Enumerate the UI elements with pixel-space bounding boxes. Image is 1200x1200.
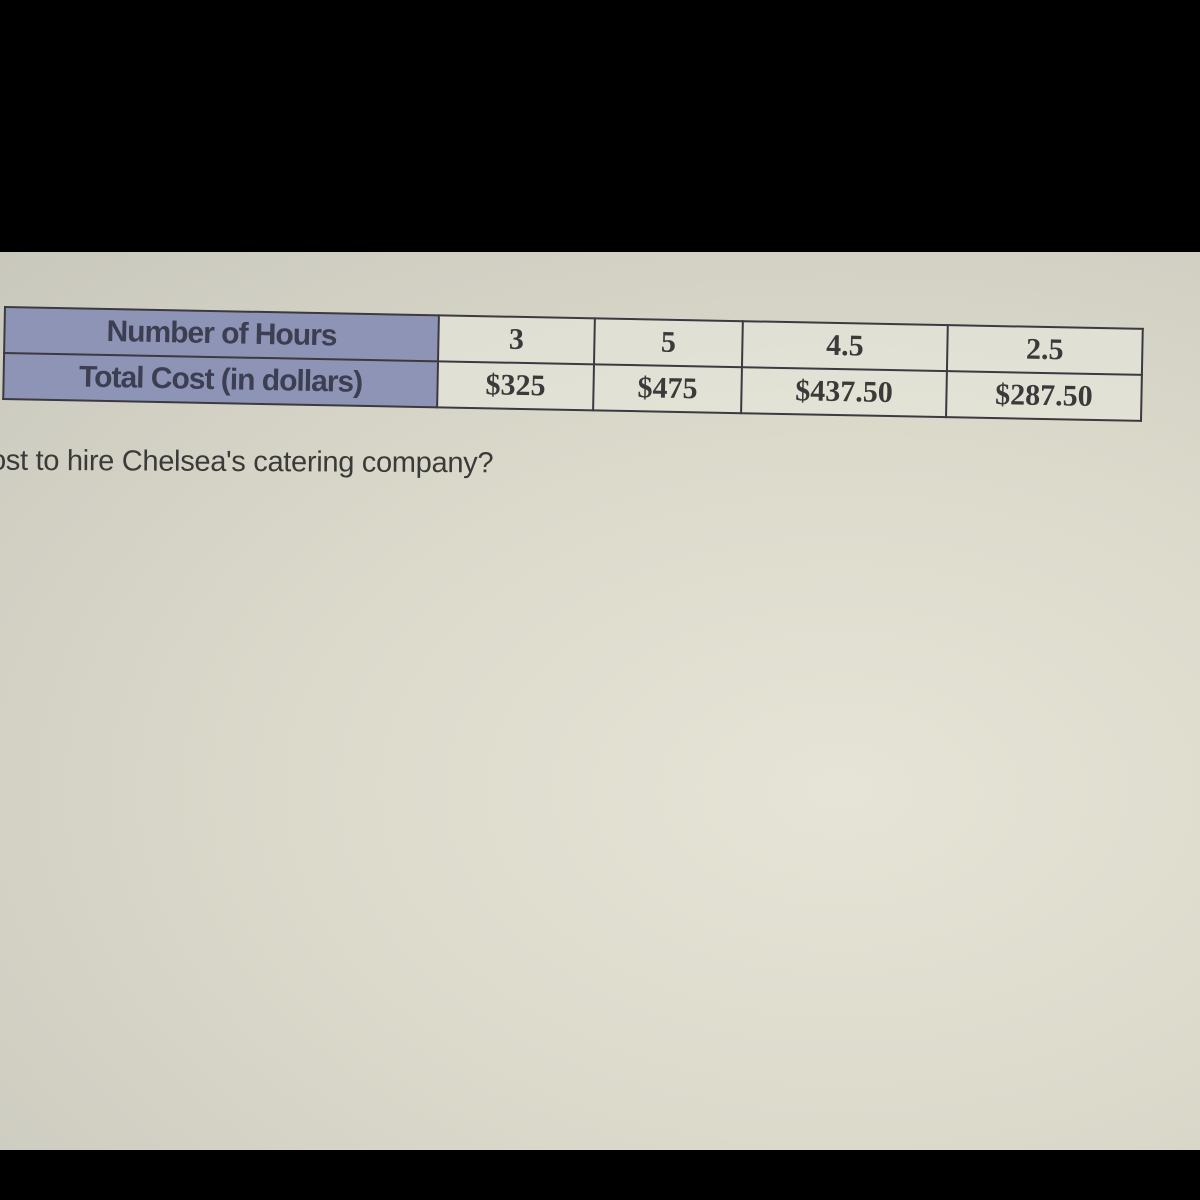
table-cell: $287.50	[946, 371, 1142, 421]
row-header: Total Cost (in dollars)	[3, 353, 439, 408]
row-header: Number of Hours	[4, 307, 439, 362]
table-cell: 5	[593, 318, 743, 368]
table-cell: 2.5	[946, 325, 1143, 375]
table-cell: 4.5	[741, 321, 948, 372]
table-cell: $475	[593, 364, 742, 414]
table-cell: $325	[437, 361, 594, 411]
question-text: ost to hire Chelsea's catering company?	[0, 444, 494, 480]
table-cell: 3	[438, 315, 595, 365]
table-cell: $437.50	[741, 367, 947, 418]
